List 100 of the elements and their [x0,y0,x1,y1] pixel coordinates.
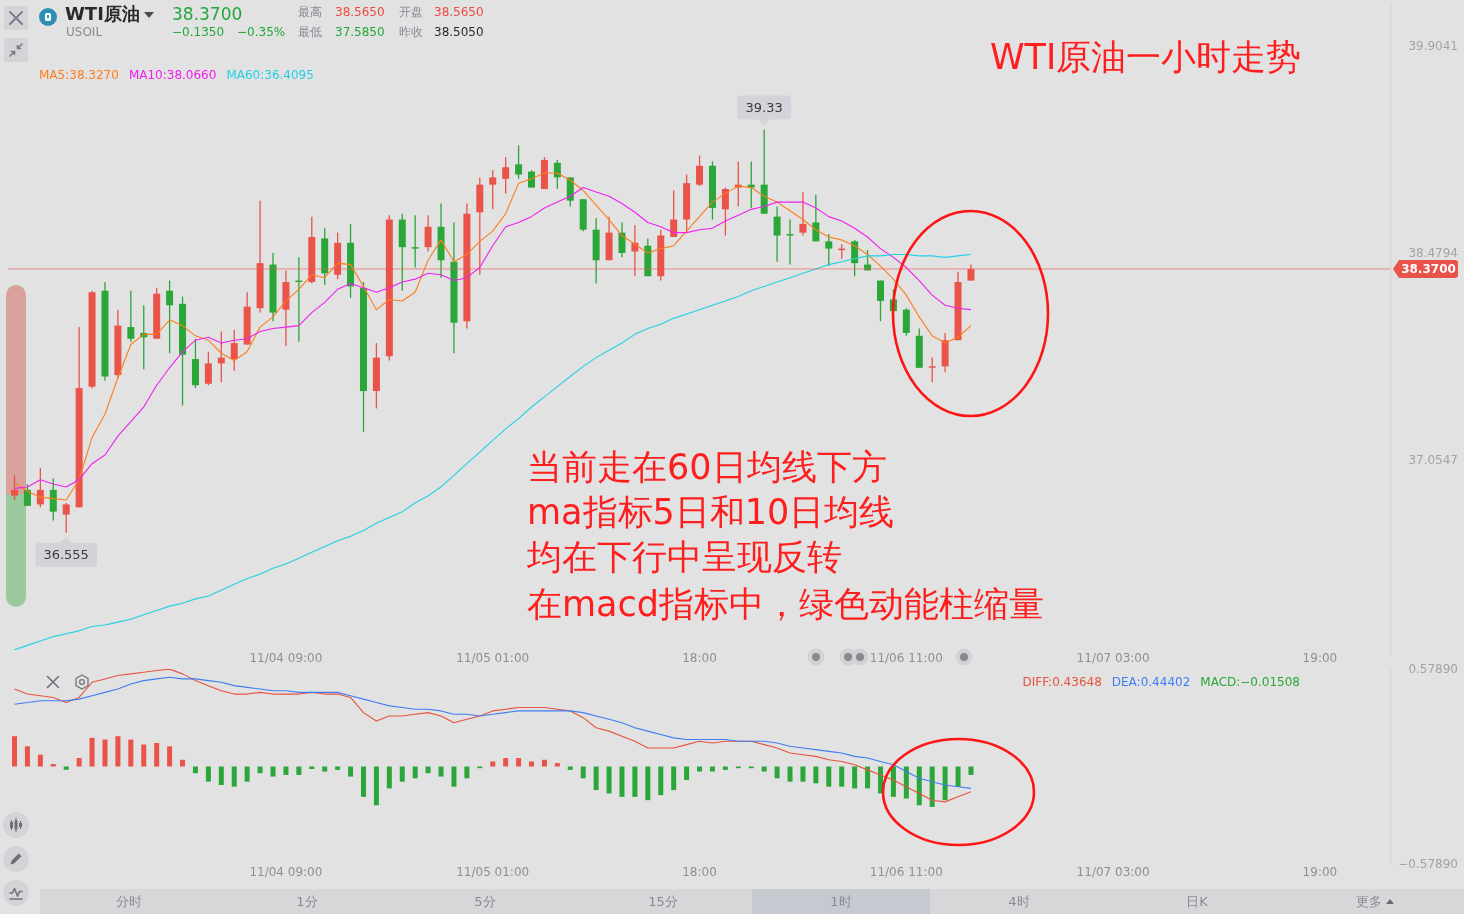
bar [787,766,793,782]
bar [438,766,444,777]
bar [865,766,871,789]
bar [50,763,56,767]
x-tick-label: 19:00 [1302,865,1338,879]
bar [890,766,896,797]
text: 15分 [648,893,678,910]
candlestick [23,483,31,507]
annotation: 39.33 [745,99,783,115]
bar [490,761,496,767]
text: 1时 [830,893,852,910]
bar [412,766,418,779]
bar [697,766,703,772]
bar [167,746,173,767]
x-tick-label: 11/04 09:00 [249,651,323,665]
y-tick-label: 37.0547 [1408,453,1458,468]
annotation: 最低 [298,25,322,40]
bar [231,766,237,787]
bar [154,742,160,767]
candlestick [721,186,729,237]
line-series [13,669,972,803]
candlestick [902,307,910,337]
x-tick-label: 11/06 11:00 [869,651,943,665]
bar [451,766,457,787]
x-tick-label: 19:00 [1302,651,1338,665]
bar [12,736,17,767]
bar [115,736,121,767]
x-tick-label: 11/07 03:00 [1076,865,1150,879]
annotation: 36.555 [43,547,89,563]
bar [826,766,832,787]
bar [180,759,186,767]
candlestick [204,351,212,386]
candlestick [11,474,18,501]
bar [709,766,715,772]
text: 4时 [1008,893,1030,910]
text: 1分 [296,893,318,910]
y-tick-label: 39.9041 [1408,39,1458,53]
bar [813,766,819,784]
candlestick [786,218,794,266]
annotation: 开盘 [399,5,423,20]
bar [852,766,858,789]
bar [671,766,677,791]
bar [360,766,366,797]
ref-line-label: 38.3700 [1401,261,1456,276]
bar [386,766,392,789]
bar [800,766,806,782]
bar [516,758,522,767]
candlestick [502,156,510,195]
bar [373,766,379,806]
y-tick-label: 38.4794 [1408,246,1458,261]
bar [399,766,405,782]
candlestick [230,329,238,372]
bar [580,766,586,779]
bar [761,766,767,772]
bar [606,766,612,794]
text: MA10:38.0660 [128,68,217,83]
bar [903,766,909,799]
y-tick-label: 0.57890 [1408,662,1458,676]
text: 更多 [1356,893,1382,910]
text: DEA:0.44402 [1111,675,1191,690]
bar [839,766,845,787]
annotation: 当前走在60日均线下方 [527,446,887,488]
bar [37,754,43,767]
candlestick [928,356,936,383]
text: USOIL [66,25,103,40]
candlestick [411,214,419,269]
line-series [13,676,972,789]
bar [968,766,974,775]
candlestick [515,144,523,180]
candlestick [773,205,781,263]
bar [102,739,108,767]
bar [774,766,780,779]
candlestick [62,502,70,534]
x-tick-label: 11/05 01:00 [456,865,530,879]
candlestick [166,279,174,354]
candlestick [876,279,884,322]
annotation: 38.5650 [335,5,385,20]
bar [24,746,30,767]
annotation: −0.35% [237,25,286,40]
candlestick [631,224,639,277]
bar [554,763,560,767]
bar [128,739,134,767]
bar [916,766,922,806]
bar [541,759,547,767]
bar [218,766,224,786]
annotation: 38.5050 [434,25,484,40]
text: DIFF:0.43648 [1022,675,1102,690]
candlestick [489,169,497,211]
annotation: 在macd指标中，绿色动能柱缩量 [527,583,1045,625]
text: MACD:−0.01508 [1200,675,1300,690]
candlestick [424,214,432,253]
annotation: 38.3700 [172,4,243,25]
annotation: ma指标5日和10日均线 [527,491,895,533]
annotation: −0.1350 [172,25,225,40]
bar [76,758,82,767]
bar [619,766,625,797]
candlestick [825,233,833,267]
candlestick [49,477,57,522]
candlestick [696,154,704,187]
bar [529,761,535,767]
